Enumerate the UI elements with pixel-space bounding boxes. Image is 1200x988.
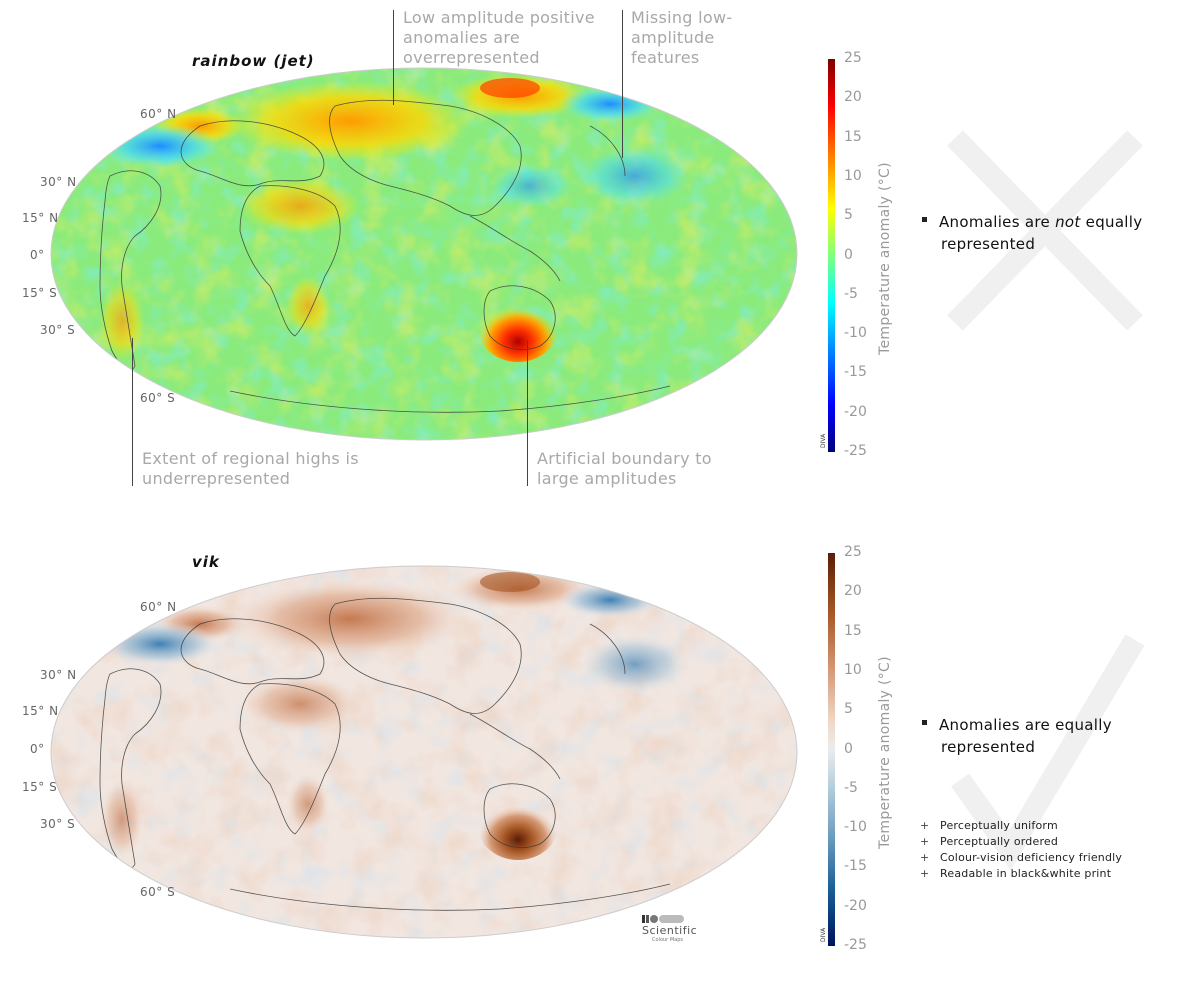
scientific-colour-maps-logo: Scientific Colour Maps — [642, 914, 712, 943]
logo-icon — [642, 915, 684, 923]
vik-colorbar-tick-label: 20 — [844, 583, 862, 600]
vik-colorbar-tick-label: 25 — [844, 544, 862, 560]
jet-colorbar-tick-label: -25 — [844, 443, 867, 459]
vik-colorbar-tick-label: -15 — [844, 858, 867, 875]
annotation-missing-features: Missing low- amplitude features — [631, 8, 733, 67]
logo-subtitle: Colour Maps — [652, 937, 683, 943]
list-item: + Colour-vision deficiency friendly — [920, 851, 1123, 864]
jet-colorbar-tick-label: 0 — [844, 246, 853, 263]
jet-statement: Anomalies are not equally represented — [922, 211, 1192, 255]
jet-colorbar-label: Temperature anomaly (°C) — [877, 162, 893, 355]
jet-colorbar-tick-label: 25 — [844, 50, 862, 66]
vik-colorbar-tick-label: 10 — [844, 661, 862, 678]
benefits-list: + Perceptually uniform + Perceptually orde… — [920, 818, 1122, 882]
lat-label-15n: 15° N — [22, 704, 59, 718]
annotation-line-extent — [132, 338, 133, 486]
jet-colorbar-tick-label: -15 — [844, 364, 867, 381]
lat-label-15s: 15° S — [22, 780, 58, 794]
annotation-line-overrepresented — [393, 10, 394, 105]
vik-colorbar-tick-label: -25 — [844, 937, 867, 953]
jet-colorbar-tick-label: -10 — [844, 325, 867, 342]
list-item: + Perceptually uniform — [920, 819, 1058, 832]
jet-colorbar-tick-label: -5 — [844, 285, 858, 302]
lat-label-60n: 60° N — [140, 107, 177, 121]
jet-colorbar — [828, 59, 835, 452]
annotation-overrepresented: Low amplitude positive anomalies are ove… — [403, 8, 595, 67]
vik-colorbar-label: Temperature anomaly (°C) — [877, 656, 893, 849]
vik-statement: Anomalies are equally represented — [922, 714, 1192, 758]
jet-world-map — [50, 67, 798, 441]
vik-colorbar — [828, 553, 835, 946]
top-map-title: rainbow (jet) — [192, 52, 315, 70]
jet-colorbar-tick-label: 20 — [844, 89, 862, 106]
lat-label-30n: 30° N — [40, 668, 77, 682]
annotation-boundary: Artificial boundary to large amplitudes — [537, 449, 712, 488]
vik-colorbar-tick-label: 5 — [844, 701, 853, 718]
jet-colorbar-credit: DIVA — [820, 433, 827, 448]
jet-colorbar-tick-label: 10 — [844, 167, 862, 184]
lat-label-30s: 30° S — [40, 323, 76, 337]
vik-colorbar-tick-label: 15 — [844, 622, 862, 639]
annotation-extent: Extent of regional highs is underreprese… — [142, 449, 359, 488]
lat-label-0: 0° — [30, 248, 45, 262]
vik-world-map — [50, 565, 798, 939]
list-item: + Perceptually ordered — [920, 835, 1059, 848]
lat-label-15n: 15° N — [22, 211, 59, 225]
lat-label-30n: 30° N — [40, 175, 77, 189]
jet-colorbar-tick-label: 15 — [844, 128, 862, 145]
annotation-line-boundary — [527, 340, 528, 486]
lat-label-60s: 60° S — [140, 885, 176, 899]
logo-name: Scientific — [642, 924, 698, 937]
lat-label-30s: 30° S — [40, 817, 76, 831]
vik-colorbar-tick-label: 0 — [844, 740, 853, 757]
vik-colorbar-tick-label: -5 — [844, 779, 858, 796]
jet-colorbar-tick-label: 5 — [844, 207, 853, 224]
cross-icon — [947, 130, 1143, 331]
vik-colorbar-credit: DIVA — [820, 927, 827, 942]
list-item: + Readable in black&white print — [920, 867, 1112, 880]
lat-label-60n: 60° N — [140, 600, 177, 614]
vik-colorbar-tick-label: -10 — [844, 819, 867, 836]
lat-label-15s: 15° S — [22, 286, 58, 300]
bottom-map-title: vik — [192, 553, 220, 571]
jet-colorbar-tick-label: -20 — [844, 403, 867, 420]
lat-label-0: 0° — [30, 742, 45, 756]
lat-label-60s: 60° S — [140, 391, 176, 405]
vik-colorbar-tick-label: -20 — [844, 897, 867, 914]
checkmark-icon — [951, 634, 1145, 870]
annotation-line-missing-features — [622, 10, 623, 158]
